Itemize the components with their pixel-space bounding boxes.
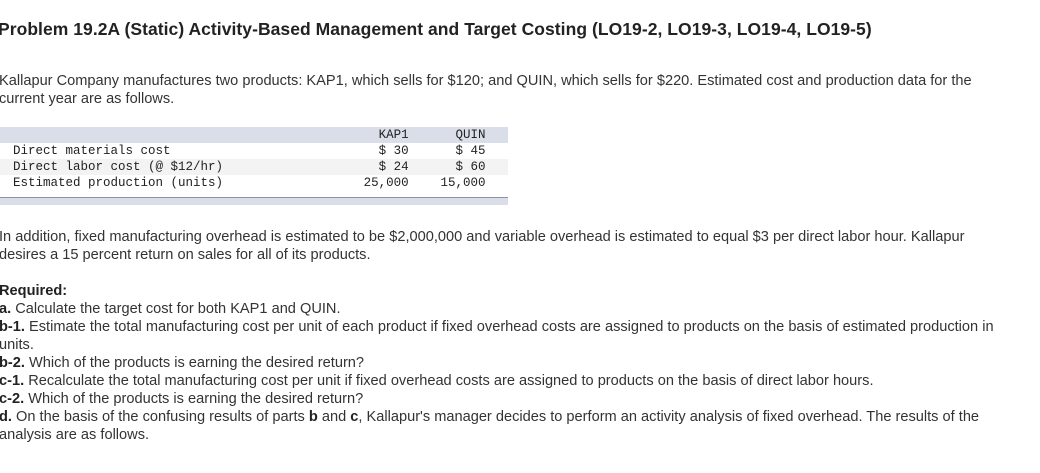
header-quin: QUIN — [455, 128, 486, 142]
requirement-a: a. Calculate the target cost for both KA… — [0, 301, 341, 317]
intro-paragraph: Kallapur Company manufactures two produc… — [0, 73, 972, 107]
header-label — [0, 127, 336, 143]
quin-value: $ 45 — [455, 144, 486, 158]
kap1-value: $ 30 — [378, 144, 409, 158]
header-kap1: KAP1 — [378, 128, 409, 142]
cost-data-table: KAP1 QUIN Direct materials cost $ 30 $ 4… — [0, 127, 508, 191]
required-heading: Required: — [0, 283, 68, 299]
row-label: Estimated production (units) — [13, 176, 224, 190]
table-header-row: KAP1 QUIN — [0, 127, 508, 143]
table-footer-bar — [0, 197, 508, 205]
required-section: Required: a. Calculate the target cost f… — [0, 282, 999, 444]
quin-value: 15,000 — [440, 176, 486, 190]
kap1-value: 25,000 — [363, 176, 409, 190]
row-label: Direct materials cost — [13, 144, 171, 158]
requirement-d: d. On the basis of the confusing results… — [0, 409, 980, 443]
quin-value: $ 60 — [455, 160, 486, 174]
requirement-c1: c-1. Recalculate the total manufacturing… — [0, 373, 874, 389]
table-row: Direct labor cost (@ $12/hr) $ 24 $ 60 — [0, 159, 508, 175]
row-label: Direct labor cost (@ $12/hr) — [13, 160, 224, 174]
table-row: Direct materials cost $ 30 $ 45 — [0, 143, 508, 159]
requirement-b1: b-1. Estimate the total manufacturing co… — [0, 319, 994, 353]
problem-title: Problem 19.2A (Static) Activity-Based Ma… — [0, 19, 872, 39]
requirement-b2: b-2. Which of the products is earning th… — [0, 355, 365, 371]
table-row: Estimated production (units) 25,000 15,0… — [0, 175, 508, 191]
kap1-value: $ 24 — [378, 160, 409, 174]
requirement-c2: c-2. Which of the products is earning th… — [0, 391, 364, 407]
overhead-paragraph: In addition, fixed manufacturing overhea… — [0, 229, 965, 263]
